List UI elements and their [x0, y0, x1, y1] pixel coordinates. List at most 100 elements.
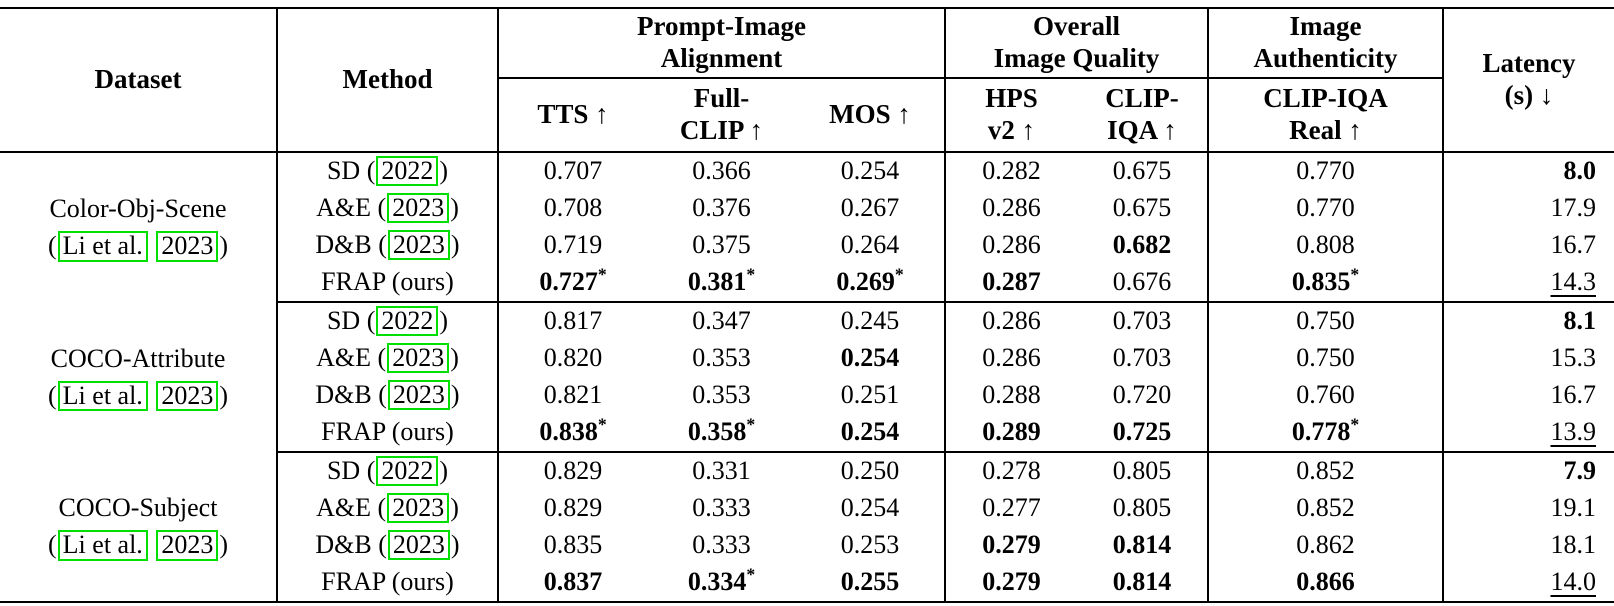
- citation-link-author[interactable]: Li et al.: [57, 380, 148, 412]
- significance-star: *: [1350, 414, 1360, 435]
- latency-value-cell: 14.3: [1443, 263, 1614, 303]
- metric-value-cell: 0.289: [945, 413, 1077, 453]
- dataset-name: COCO-Attribute: [50, 343, 226, 373]
- citation-link-year[interactable]: 2022: [376, 305, 439, 337]
- metric-value-cell: 0.708: [543, 192, 603, 222]
- citation-link-year[interactable]: 2022: [376, 155, 439, 187]
- significance-star: *: [894, 264, 904, 285]
- metric-value-cell: 0.358*: [647, 413, 796, 453]
- metric-value-cell: 0.820: [543, 342, 603, 372]
- citation-link-year[interactable]: 2023: [387, 529, 450, 561]
- metric-header-hps-v2: HPS v2 ↑: [985, 82, 1038, 145]
- col-header-method: Method: [277, 8, 499, 152]
- method-cell: SD (2022): [277, 451, 499, 490]
- metric-value-cell: 0.331: [692, 455, 751, 485]
- table-row: A&E (2023) 0.829 0.333 0.254 0.277 0.805 0.852…: [0, 489, 1614, 527]
- latency-value-cell: 8.1: [1563, 305, 1597, 335]
- table-row: A&E (2023) 0.708 0.376 0.267 0.286 0.675 0.770…: [0, 189, 1614, 227]
- dataset-cell: Color-Obj-Scene (Li et al. 2023): [0, 151, 278, 302]
- table-row: COCO-Subject (Li et al. 2023) SD (2022) 0.8…: [0, 451, 1614, 602]
- metric-value-cell: 0.814: [1077, 526, 1209, 564]
- significance-star: *: [746, 414, 756, 435]
- method-cell: D&B (2023): [277, 376, 499, 414]
- group-header-image-authenticity: Image Authenticity: [1208, 8, 1444, 79]
- metric-value-cell: 0.366: [692, 155, 751, 185]
- latency-value-cell: 8.0: [1563, 155, 1597, 185]
- citation-link-year[interactable]: 2023: [387, 192, 450, 224]
- metric-value-cell: 0.286: [982, 342, 1041, 372]
- group-header-prompt-image-alignment: Prompt-Image Alignment: [498, 8, 946, 79]
- metric-value-cell: 0.829: [543, 492, 603, 522]
- citation-link-author[interactable]: Li et al.: [57, 231, 148, 262]
- metric-value-cell: 0.254: [796, 413, 946, 453]
- metric-value-cell: 0.725: [1077, 413, 1209, 453]
- metric-value-cell: 0.286: [982, 305, 1041, 335]
- metric-value-cell: 0.835: [543, 529, 603, 559]
- metric-value-cell: 0.720: [1077, 376, 1209, 414]
- latency-value-cell: 16.7: [1550, 229, 1597, 259]
- metric-header-mos: MOS ↑: [796, 77, 946, 152]
- metric-value-cell: 0.808: [1208, 226, 1444, 264]
- metric-value-cell: 0.245: [796, 301, 946, 340]
- metric-value-cell: 0.254: [796, 339, 946, 377]
- latency-value-cell: 16.7: [1550, 379, 1597, 409]
- metric-value-cell: 0.277: [982, 492, 1041, 522]
- table-row: FRAP (ours) 0.837 0.334* 0.255 0.279 0.814 0.8…: [0, 563, 1614, 602]
- metric-value-cell: 0.862: [1208, 526, 1444, 564]
- latency-value-cell: 17.9: [1550, 192, 1597, 222]
- metric-value-cell: 0.675: [1077, 189, 1209, 227]
- table-row: D&B (2023) 0.835 0.333 0.253 0.279 0.814 0.862…: [0, 526, 1614, 564]
- citation-link-year[interactable]: 2023: [387, 229, 450, 261]
- table-row: A&E (2023) 0.820 0.353 0.254 0.286 0.703 0.750…: [0, 339, 1614, 377]
- table-row: D&B (2023) 0.719 0.375 0.264 0.286 0.682 0.808…: [0, 226, 1614, 264]
- table-row: Color-Obj-Scene (Li et al. 2023) SD (2022)…: [0, 151, 1614, 302]
- metric-value-cell: 0.821: [543, 379, 603, 409]
- metric-value-cell: 0.253: [796, 526, 946, 564]
- method-cell: FRAP (ours): [277, 263, 499, 303]
- citation-link-year[interactable]: 2023: [387, 492, 450, 524]
- metric-value-cell: 0.814: [1077, 563, 1209, 602]
- metric-value-cell: 0.375: [692, 229, 751, 259]
- metric-value-cell: 0.279: [982, 529, 1041, 559]
- metric-value-cell: 0.250: [796, 451, 946, 490]
- metric-value-cell: 0.750: [1208, 301, 1444, 340]
- dataset-name: Color-Obj-Scene: [49, 194, 227, 224]
- latency-value-cell: 18.1: [1550, 529, 1597, 559]
- metric-value-cell: 0.353: [692, 342, 751, 372]
- metric-value-cell: 0.805: [1077, 451, 1209, 490]
- group-header-overall-image-quality: Overall Image Quality: [945, 8, 1209, 79]
- dataset-citation: (Li et al. 2023): [48, 530, 228, 561]
- metric-value-cell: 0.288: [982, 379, 1041, 409]
- metric-header-tts: TTS ↑: [537, 98, 609, 129]
- citation-link-year[interactable]: 2023: [387, 342, 450, 374]
- metric-header-full-clip: Full- CLIP ↑: [679, 82, 764, 145]
- metric-value-cell: 0.770: [1208, 151, 1444, 190]
- metric-header-clip-iqa: CLIP- IQA ↑: [1077, 77, 1209, 152]
- metric-value-cell: 0.703: [1077, 339, 1209, 377]
- table-row: D&B (2023) 0.821 0.353 0.251 0.288 0.720 0.760…: [0, 376, 1614, 414]
- results-table: Dataset Method Prompt-Image Alignment Ov…: [0, 7, 1614, 603]
- metric-value-cell: 0.852: [1208, 451, 1444, 490]
- latency-value-cell: 19.1: [1550, 492, 1597, 522]
- metric-value-cell: 0.347: [692, 305, 751, 335]
- citation-link-year[interactable]: 2022: [376, 455, 439, 487]
- metric-value-cell: 0.675: [1077, 151, 1209, 190]
- citation-link-year[interactable]: 2023: [156, 380, 219, 412]
- metric-value-cell: 0.866: [1208, 563, 1444, 602]
- metric-value-cell: 0.676: [1077, 263, 1209, 303]
- significance-star: *: [597, 264, 607, 285]
- citation-link-year[interactable]: 2023: [156, 530, 219, 561]
- method-cell: A&E (2023): [277, 489, 499, 527]
- dataset-citation: (Li et al. 2023): [48, 231, 228, 262]
- significance-star: *: [1350, 264, 1360, 285]
- method-cell: A&E (2023): [277, 339, 499, 377]
- metric-value-cell: 0.852: [1208, 489, 1444, 527]
- metric-value-cell: 0.279: [982, 566, 1041, 596]
- method-cell: FRAP (ours): [277, 413, 499, 453]
- latency-value-cell: 14.0: [1550, 566, 1597, 596]
- citation-link-year[interactable]: 2023: [156, 231, 219, 262]
- citation-link-year[interactable]: 2023: [387, 379, 450, 411]
- citation-link-author[interactable]: Li et al.: [57, 530, 148, 561]
- metric-value-cell: 0.778*: [1208, 413, 1444, 453]
- metric-value-cell: 0.376: [692, 192, 751, 222]
